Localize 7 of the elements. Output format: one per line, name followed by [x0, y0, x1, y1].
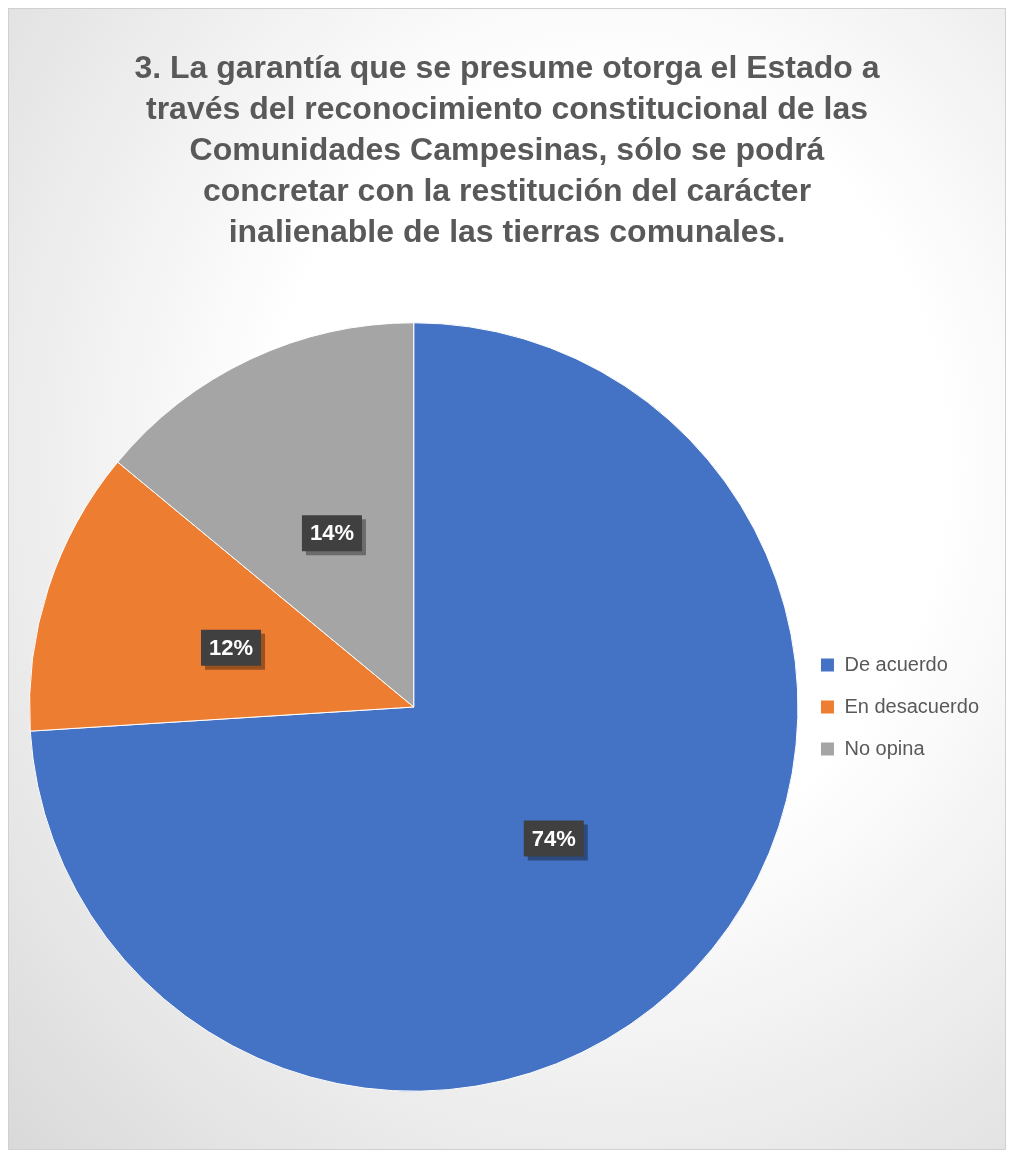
legend-label: En desacuerdo — [844, 694, 980, 717]
data-label: 12% — [208, 634, 254, 660]
legend-label: De acuerdo — [844, 652, 948, 675]
data-label: 14% — [309, 520, 354, 546]
data-label: 74% — [531, 825, 576, 851]
legend-label: No opina — [844, 736, 926, 759]
chart-title: 3. La garantía que se presume otorga el Estado a través del reconocimiento constitucional de las Comunidades Campesinas, sólo se podrá concretar con la restitución del carácter inalienable de las tierras comunales. — [133, 48, 881, 251]
